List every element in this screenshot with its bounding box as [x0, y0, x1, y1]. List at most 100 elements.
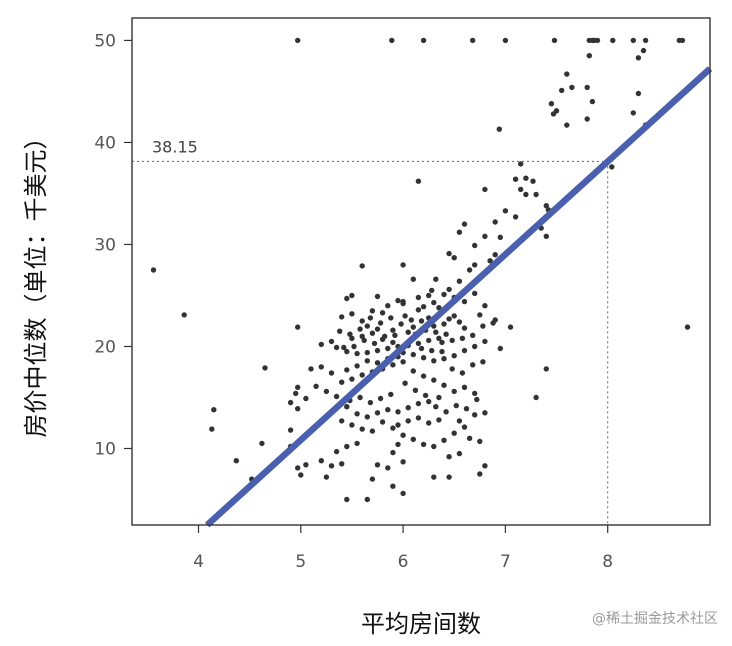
- data-point: [400, 262, 406, 268]
- data-point: [490, 320, 496, 326]
- data-point: [359, 372, 365, 378]
- data-point: [459, 370, 466, 376]
- data-point: [344, 348, 350, 355]
- data-point: [369, 308, 376, 314]
- data-point: [589, 98, 596, 105]
- data-point: [318, 458, 324, 464]
- data-point: [470, 332, 476, 338]
- data-point: [390, 425, 396, 431]
- data-point: [418, 318, 425, 324]
- data-point: [543, 203, 549, 209]
- data-point: [441, 382, 447, 388]
- data-point: [466, 267, 473, 273]
- data-point: [295, 37, 301, 44]
- data-point: [492, 252, 498, 258]
- data-point: [436, 335, 442, 341]
- data-point: [388, 315, 394, 321]
- data-point: [584, 116, 590, 122]
- data-point: [295, 465, 301, 471]
- data-point: [287, 399, 294, 406]
- data-point: [361, 337, 367, 344]
- data-point: [400, 359, 406, 365]
- y-tick-label: 40: [94, 133, 116, 153]
- data-point: [472, 412, 478, 418]
- watermark-text: @稀土掘金技术社区: [592, 611, 718, 627]
- data-point: [408, 317, 414, 323]
- data-point: [523, 175, 529, 181]
- data-point: [400, 459, 406, 465]
- data-point: [461, 221, 468, 227]
- data-point: [402, 380, 408, 386]
- data-point: [364, 496, 370, 503]
- x-tick-label: 5: [295, 552, 306, 572]
- data-point: [533, 394, 539, 401]
- data-point: [364, 349, 370, 356]
- data-point: [472, 290, 478, 297]
- data-point: [472, 262, 478, 268]
- data-point: [405, 405, 411, 411]
- data-point: [349, 292, 355, 299]
- data-point: [357, 326, 363, 332]
- data-point: [684, 324, 691, 330]
- data-point: [347, 331, 353, 337]
- data-point: [398, 321, 404, 327]
- data-point: [507, 324, 514, 330]
- data-point: [318, 364, 324, 370]
- data-point: [569, 84, 575, 91]
- data-point: [530, 178, 536, 184]
- data-point: [518, 161, 524, 167]
- data-point: [431, 358, 437, 364]
- data-point: [533, 191, 539, 198]
- data-point: [318, 341, 324, 348]
- data-point: [449, 366, 455, 372]
- data-point: [328, 338, 335, 345]
- data-point: [630, 37, 636, 44]
- annotation-label: 38.15: [152, 137, 198, 156]
- data-point: [453, 402, 459, 409]
- data-point: [293, 390, 299, 397]
- data-point: [451, 353, 457, 359]
- data-point: [395, 422, 401, 428]
- data-point: [354, 363, 360, 369]
- data-point: [640, 47, 647, 54]
- data-point: [259, 440, 265, 447]
- data-point: [211, 407, 217, 413]
- data-point: [415, 178, 422, 184]
- data-point: [367, 399, 374, 406]
- data-point: [456, 229, 463, 235]
- data-point: [287, 427, 294, 433]
- data-point: [477, 312, 483, 318]
- data-point: [410, 436, 416, 442]
- data-point: [337, 328, 343, 334]
- data-point: [420, 37, 427, 44]
- data-point: [461, 325, 468, 331]
- data-point: [420, 441, 427, 448]
- data-point: [371, 340, 378, 347]
- data-point: [374, 347, 381, 354]
- data-point: [233, 458, 239, 464]
- data-point: [426, 292, 432, 299]
- data-point: [463, 406, 470, 412]
- data-point: [402, 313, 408, 319]
- data-point: [390, 483, 396, 489]
- data-point: [418, 345, 425, 352]
- data-point: [328, 463, 335, 469]
- data-point: [390, 449, 396, 456]
- data-point: [443, 331, 449, 337]
- data-point: [351, 343, 357, 350]
- data-point: [630, 110, 636, 116]
- data-point: [308, 366, 314, 372]
- y-tick-label: 20: [94, 337, 116, 357]
- data-point: [492, 219, 498, 225]
- data-point: [390, 327, 396, 333]
- data-point: [431, 299, 437, 306]
- data-point: [323, 388, 330, 395]
- data-point: [482, 186, 488, 193]
- data-point: [635, 55, 642, 61]
- data-point: [405, 329, 411, 335]
- data-point: [400, 490, 406, 497]
- data-point: [431, 474, 437, 480]
- data-point: [369, 428, 376, 434]
- data-point: [333, 344, 340, 351]
- x-tick-label: 6: [398, 552, 409, 572]
